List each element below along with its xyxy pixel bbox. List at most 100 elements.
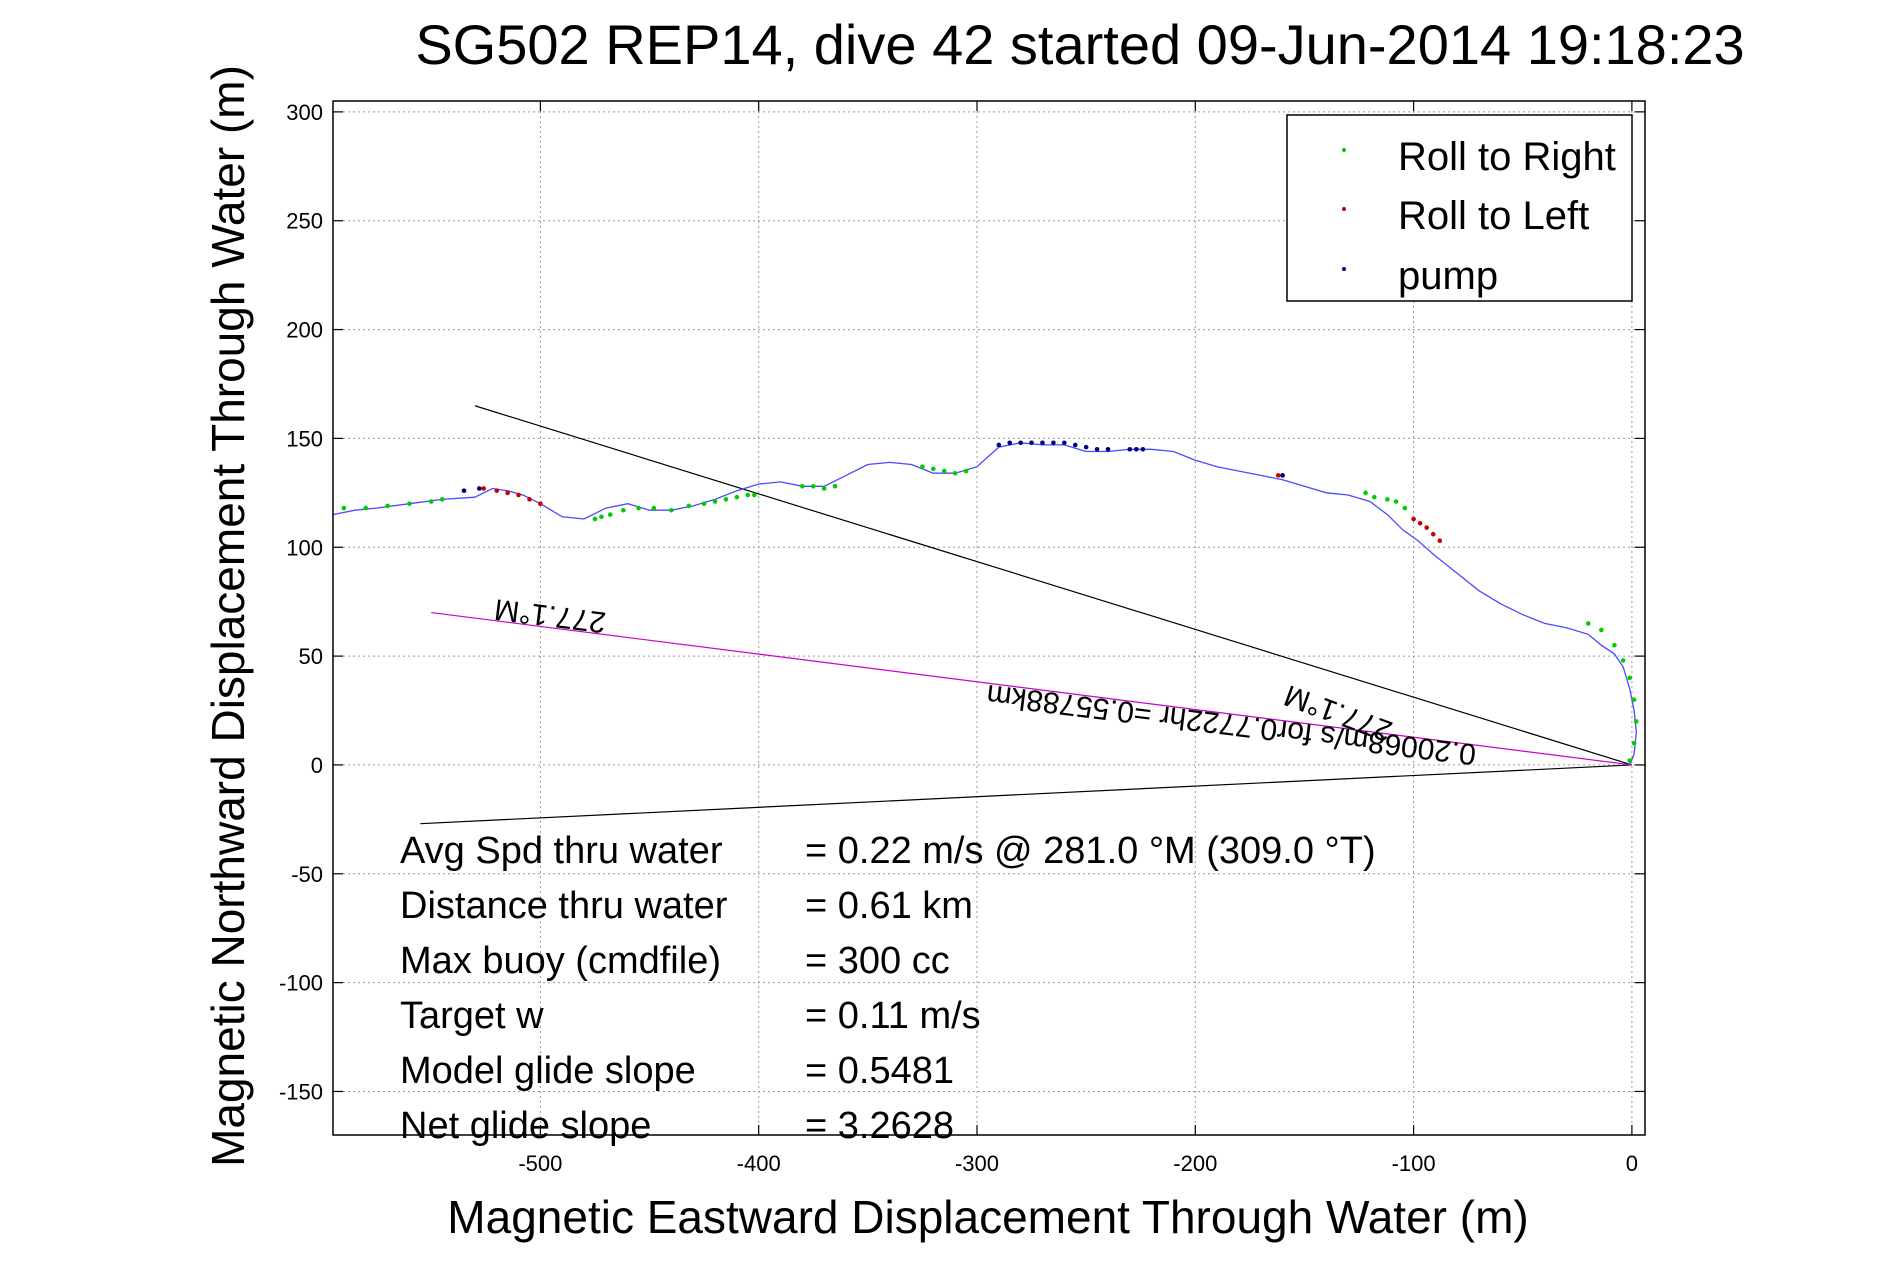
legend-label-pump: pump [1398, 254, 1498, 298]
info-label: Target w [400, 995, 544, 1037]
y-tick-label: 0 [311, 753, 323, 778]
x-tick-label: -500 [518, 1151, 562, 1176]
point-roll-to-left [1411, 516, 1416, 522]
info-label: Model glide slope [400, 1050, 696, 1092]
point-roll-to-right [1627, 758, 1633, 763]
legend-marker-roll-right [1342, 148, 1346, 152]
point-pump [1280, 473, 1285, 478]
axis-ticks: -500 -400 -300 -200 -100 0 300 250 200 150 100 50 0 -… [279, 100, 1645, 1176]
point-roll-to-right [1385, 497, 1390, 502]
point-roll-to-right [800, 484, 805, 489]
point-roll-to-right [745, 492, 751, 498]
point-pump [1062, 440, 1067, 446]
x-tick-label: -400 [737, 1151, 781, 1176]
point-roll-to-left [505, 490, 510, 496]
point-roll-to-right [1631, 697, 1637, 702]
point-roll-to-right [1627, 675, 1633, 681]
point-pump [1072, 442, 1078, 448]
point-roll-to-right [1620, 658, 1626, 663]
info-value: = 0.61 km [805, 885, 973, 927]
info-value: = 0.11 m/s [805, 995, 981, 1037]
point-roll-to-right [385, 503, 390, 509]
chart-title: SG502 REP14, dive 42 started 09-Jun-2014… [415, 13, 1744, 76]
point-roll-to-right [931, 466, 936, 472]
y-tick-label: 200 [286, 318, 323, 343]
point-roll-to-right [592, 516, 598, 522]
point-roll-to-right [407, 501, 412, 507]
point-roll-to-right [1393, 499, 1399, 504]
y-tick-label: -100 [279, 971, 323, 996]
point-pump [1051, 440, 1056, 446]
point-roll-to-right [821, 486, 827, 491]
point-roll-to-right [363, 505, 369, 511]
y-tick-label: 300 [286, 100, 323, 125]
point-roll-to-right [428, 499, 434, 504]
point-pump [996, 442, 1002, 448]
point-pump [1018, 440, 1023, 446]
legend-label-roll-right: Roll to Right [1398, 135, 1616, 179]
point-roll-to-right [1402, 505, 1408, 511]
point-roll-to-right [752, 492, 757, 498]
point-pump [1040, 440, 1045, 446]
point-roll-to-left [516, 492, 521, 498]
y-axis-label: Magnetic Northward Displacement Through … [202, 65, 254, 1167]
point-roll-to-right [1612, 642, 1617, 648]
point-roll-to-right [952, 470, 958, 476]
point-roll-to-right [439, 497, 445, 502]
point-roll-to-right [723, 497, 729, 502]
point-roll-to-right [1363, 490, 1368, 496]
point-roll-to-left [481, 486, 486, 491]
point-roll-to-right [734, 494, 740, 500]
point-roll-to-right [963, 468, 969, 474]
point-roll-to-right [810, 484, 816, 489]
legend: Roll to Right Roll to Left pump [1286, 114, 1633, 302]
reference-lines [420, 405, 1633, 825]
legend-label-roll-left: Roll to Left [1398, 194, 1589, 238]
point-pump [1127, 446, 1133, 452]
point-roll-to-right [920, 464, 925, 470]
point-roll-to-right [636, 505, 641, 511]
point-pump [1029, 440, 1034, 446]
info-label: Distance thru water [400, 885, 728, 927]
point-roll-to-left [494, 488, 500, 493]
point-pump [1083, 444, 1089, 450]
point-roll-to-left [1275, 473, 1281, 478]
y-tick-label: -50 [291, 862, 323, 887]
x-tick-label: -100 [1392, 1151, 1436, 1176]
point-pump [476, 486, 482, 491]
reference-line [431, 611, 1632, 766]
info-value: = 3.2628 [805, 1105, 954, 1147]
point-roll-to-right [941, 468, 947, 474]
point-roll-to-right [621, 507, 626, 513]
point-roll-to-right [686, 503, 692, 509]
point-pump [1134, 446, 1139, 452]
reference-line [420, 764, 1632, 825]
point-roll-to-right [1599, 627, 1604, 633]
x-tick-label: -200 [1173, 1151, 1217, 1176]
y-tick-label: 150 [286, 426, 323, 451]
point-pump [1007, 440, 1013, 446]
point-roll-to-right [651, 505, 657, 511]
point-pump [1094, 446, 1100, 452]
x-tick-label: 0 [1626, 1151, 1638, 1176]
point-roll-to-left [538, 501, 543, 507]
point-roll-to-right [701, 501, 707, 507]
point-roll-to-left [1424, 525, 1429, 530]
point-roll-to-right [1585, 621, 1591, 626]
dive-summary: Avg Spd thru water = 0.22 m/s @ 281.0 °M… [400, 830, 1376, 1147]
info-label: Avg Spd thru water [400, 830, 723, 872]
point-roll-to-left [1430, 531, 1436, 537]
point-roll-to-left [1437, 538, 1443, 544]
point-roll-to-right [599, 514, 604, 520]
point-roll-to-left [1417, 521, 1423, 526]
x-tick-label: -300 [955, 1151, 999, 1176]
data-points [341, 440, 1639, 763]
info-value: = 0.5481 [805, 1050, 954, 1092]
point-roll-to-right [832, 484, 838, 489]
y-tick-label: 50 [299, 644, 323, 669]
point-roll-to-right [607, 512, 613, 517]
y-tick-label: -150 [279, 1079, 323, 1104]
info-label: Max buoy (cmdfile) [400, 940, 721, 982]
legend-marker-roll-left [1342, 207, 1346, 211]
